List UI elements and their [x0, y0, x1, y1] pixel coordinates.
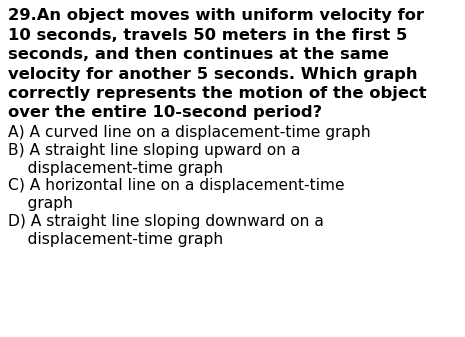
Text: over the entire 10-second period?: over the entire 10-second period? — [8, 105, 322, 121]
Text: C) A horizontal line on a displacement-time: C) A horizontal line on a displacement-t… — [8, 178, 345, 193]
Text: displacement-time graph: displacement-time graph — [8, 232, 223, 247]
Text: B) A straight line sloping upward on a: B) A straight line sloping upward on a — [8, 143, 300, 158]
Text: velocity for another 5 seconds. Which graph: velocity for another 5 seconds. Which gr… — [8, 66, 418, 82]
Text: 29.An object moves with uniform velocity for: 29.An object moves with uniform velocity… — [8, 8, 424, 23]
Text: displacement-time graph: displacement-time graph — [8, 161, 223, 176]
Text: seconds, and then continues at the same: seconds, and then continues at the same — [8, 47, 389, 62]
Text: A) A curved line on a displacement-time graph: A) A curved line on a displacement-time … — [8, 125, 371, 140]
Text: 10 seconds, travels 50 meters in the first 5: 10 seconds, travels 50 meters in the fir… — [8, 28, 407, 42]
Text: correctly represents the motion of the object: correctly represents the motion of the o… — [8, 86, 426, 101]
Text: graph: graph — [8, 196, 73, 211]
Text: D) A straight line sloping downward on a: D) A straight line sloping downward on a — [8, 214, 324, 229]
